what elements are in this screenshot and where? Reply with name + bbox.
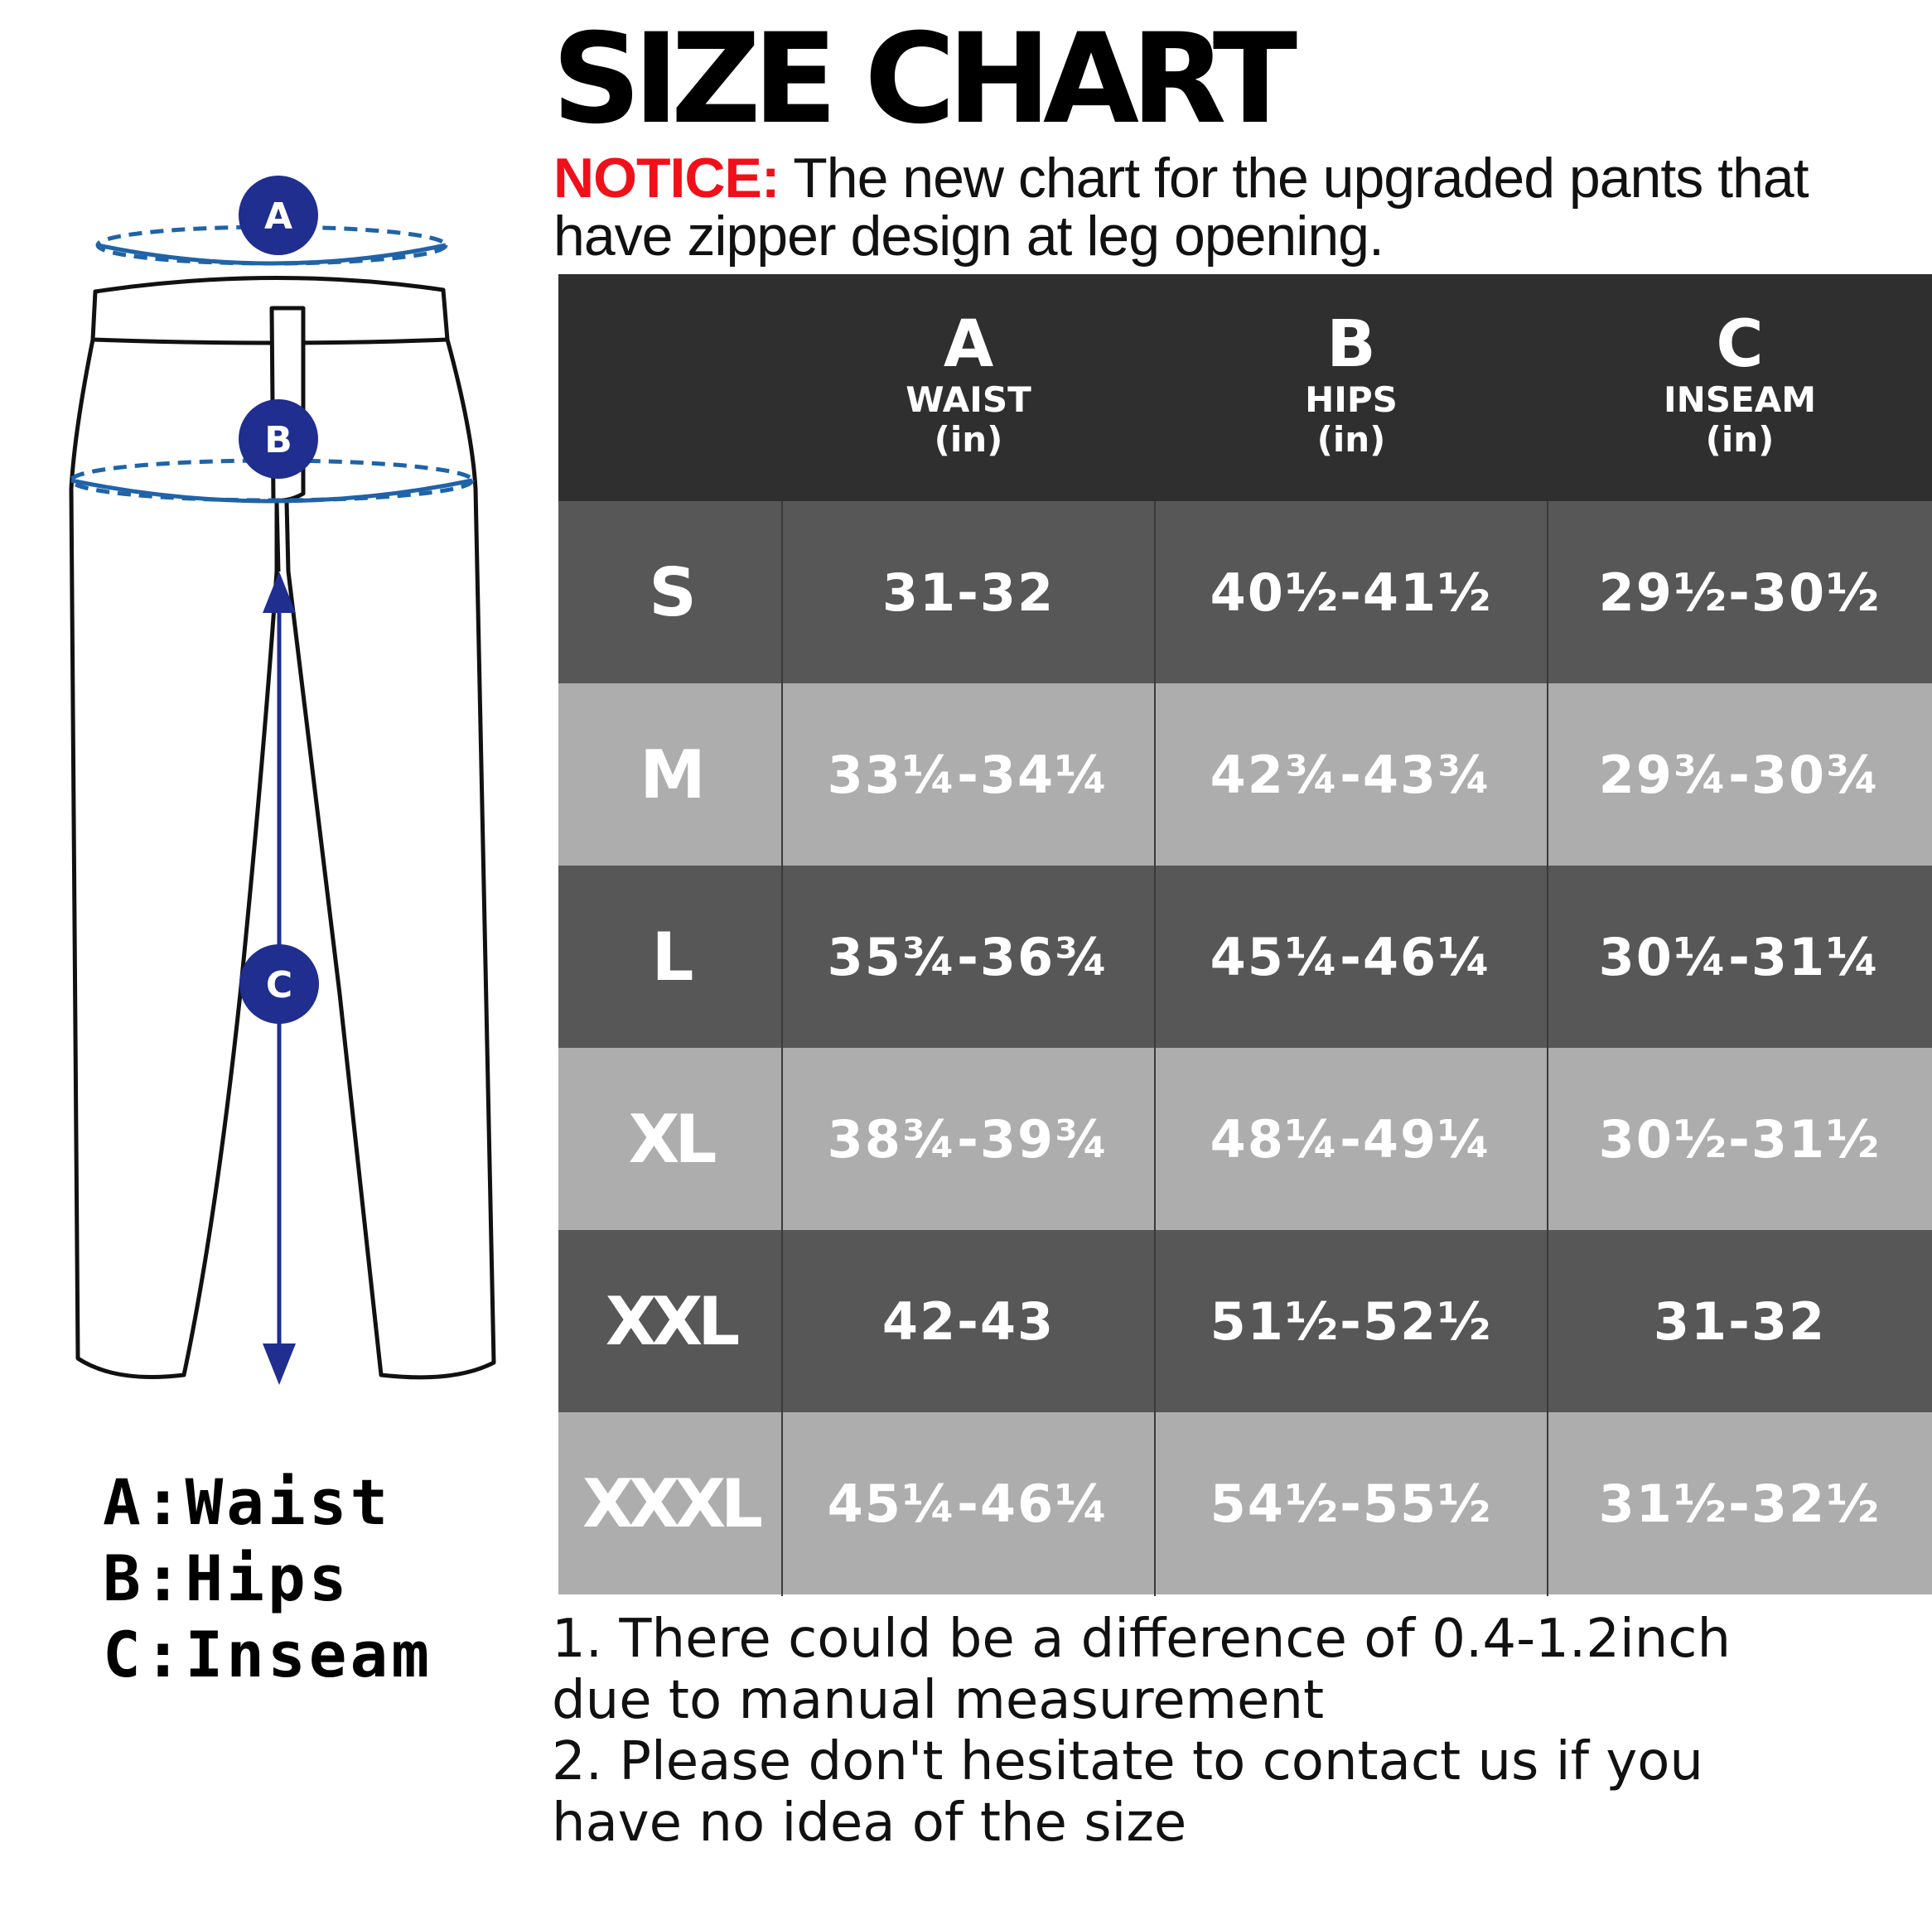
table-row: XXXL 45¼-46¼ 54½-55½ 31½-32½: [558, 1412, 1932, 1594]
inseam-arrow-down: [263, 1344, 296, 1385]
waist-measure-front: [97, 243, 447, 266]
inseam-cell: 30¼-31¼: [1548, 866, 1932, 1048]
hips-cell: 51½-52½: [1155, 1230, 1548, 1412]
waist-cell: 35¾-36¾: [782, 866, 1155, 1048]
note-line-4: have no idea of the size: [552, 1792, 1187, 1854]
header-letter: A: [943, 307, 994, 382]
header-name: WAIST: [906, 379, 1031, 420]
hips-cell: 54½-55½: [1155, 1412, 1548, 1594]
waist-cell: 42-43: [782, 1230, 1155, 1412]
header-unit: (in): [1705, 419, 1775, 460]
table-row: M 33¼-34¼ 42¾-43¾ 29¾-30¾: [558, 683, 1932, 866]
badge-a: A: [239, 176, 318, 255]
badge-c: C: [239, 944, 319, 1024]
note-line-3: 2. Please don't hesitate to contact us i…: [552, 1731, 1703, 1792]
header-letter: B: [1326, 307, 1376, 382]
hips-cell: 45¼-46¼: [1155, 866, 1548, 1048]
header-col-waist: A WAIST (in): [782, 274, 1155, 501]
hips-measure-front: [70, 478, 473, 504]
inseam-cell: 31-32: [1548, 1230, 1932, 1412]
inseam-cell: 31½-32½: [1548, 1412, 1932, 1594]
notice-label: NOTICE:: [553, 147, 780, 210]
note-line-1: 1. There could be a difference of 0.4-1.…: [552, 1609, 1732, 1670]
inseam-cell: 29½-30½: [1548, 501, 1932, 683]
header-col-hips: B HIPS (in): [1155, 274, 1548, 501]
header-letter: C: [1716, 307, 1764, 382]
size-cell: M: [558, 683, 782, 866]
badge-a-label: A: [264, 195, 292, 238]
pants-measurement-diagram: A B C: [69, 176, 496, 1385]
waist-cell: 33¼-34¼: [782, 683, 1155, 866]
header-unit: (in): [934, 419, 1003, 460]
table-header: A WAIST (in) B HIPS (in) C INSEAM (in): [558, 274, 1932, 501]
badge-b: B: [239, 399, 318, 479]
header-name: INSEAM: [1663, 379, 1817, 420]
notes: 1. There could be a difference of 0.4-1.…: [552, 1609, 1732, 1854]
hips-cell: 42¾-43¾: [1155, 683, 1548, 866]
size-cell: XXXL: [558, 1412, 782, 1594]
legend-hips: B:Hips: [103, 1541, 350, 1615]
header-unit: (in): [1316, 419, 1386, 460]
waist-cell: 31-32: [782, 501, 1155, 683]
badge-c-label: C: [266, 964, 292, 1006]
note-line-2: due to manual measurement: [552, 1670, 1325, 1731]
table-row: XXL 42-43 51½-52½ 31-32: [558, 1230, 1932, 1412]
page-title: SIZE CHART: [552, 7, 1297, 152]
size-cell: L: [558, 866, 782, 1048]
table-row: XL 38¾-39¾ 48¼-49¼ 30½-31½: [558, 1048, 1932, 1230]
size-table: A WAIST (in) B HIPS (in) C INSEAM (in) S…: [558, 274, 1932, 1596]
column-divider: [1547, 501, 1548, 1596]
notice-text: NOTICE: The new chart for the upgraded p…: [553, 149, 1912, 265]
header-name: HIPS: [1305, 379, 1398, 420]
hips-cell: 40½-41½: [1155, 501, 1548, 683]
table-row: S 31-32 40½-41½ 29½-30½: [558, 501, 1932, 683]
column-divider: [1154, 501, 1156, 1596]
inseam-cell: 30½-31½: [1548, 1048, 1932, 1230]
notice-line-1: The new chart for the upgraded pants tha…: [779, 147, 1809, 210]
pants-outline: [69, 275, 496, 1380]
hips-cell: 48¼-49¼: [1155, 1048, 1548, 1230]
size-cell: S: [558, 501, 782, 683]
header-col-inseam: C INSEAM (in): [1548, 274, 1932, 501]
inseam-cell: 29¾-30¾: [1548, 683, 1932, 866]
inseam-arrow-up: [263, 572, 296, 613]
column-divider: [781, 501, 783, 1596]
size-cell: XXL: [558, 1230, 782, 1412]
notice-line-2: have zipper design at leg opening.: [553, 205, 1384, 268]
waist-cell: 45¼-46¼: [782, 1412, 1155, 1594]
size-cell: XL: [558, 1048, 782, 1230]
measurement-legend: A:Waist B:Hips C:Inseam: [103, 1464, 550, 1693]
legend-waist: A:Waist: [103, 1465, 392, 1539]
badge-b-label: B: [264, 419, 292, 461]
table-row: L 35¾-36¾ 45¼-46¼ 30¼-31¼: [558, 866, 1932, 1048]
legend-inseam: C:Inseam: [103, 1618, 433, 1691]
waist-cell: 38¾-39¾: [782, 1048, 1155, 1230]
